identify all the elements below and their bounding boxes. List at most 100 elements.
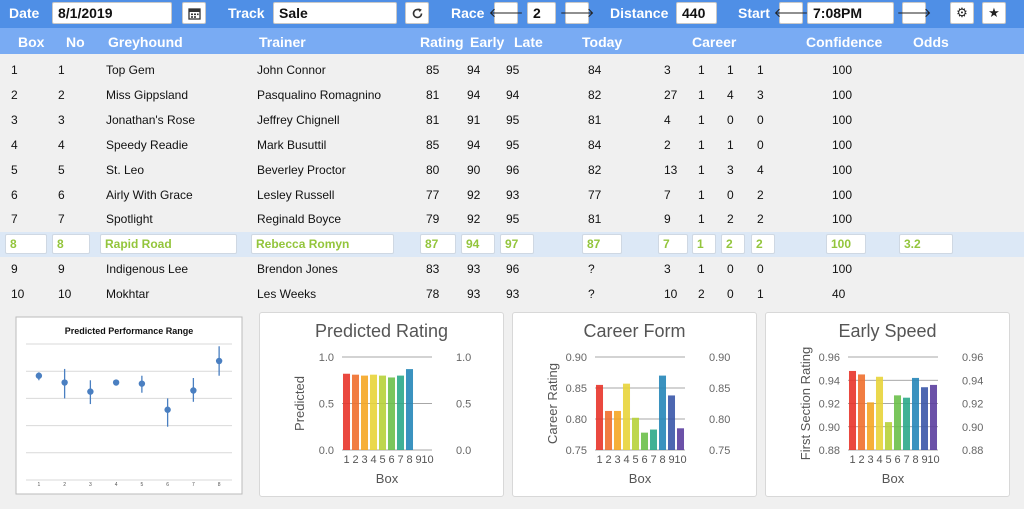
career-thirds-cell: 0	[757, 137, 764, 152]
rating-cell[interactable]: 87	[420, 234, 456, 255]
track-label: Track	[228, 5, 265, 21]
rating-cell: 83	[426, 262, 440, 277]
greyhound-cell: Mokhtar	[106, 287, 150, 302]
table-row[interactable]: 2 2 Miss Gippsland Pasqualino Romagnino 81 94…	[0, 83, 1024, 108]
early-speed-chart: 0.88 0.88 0.90 0.90 0.92 0.92 0.94 0.94 0.96 0.96…	[798, 347, 983, 486]
career-seconds-cell: 4	[727, 87, 734, 102]
today-cell[interactable]: 87	[582, 234, 622, 255]
career-wins-cell: 1	[698, 63, 705, 77]
career-starts-cell[interactable]: 7	[658, 234, 688, 255]
header-confidence[interactable]: Confidence	[806, 34, 883, 50]
header-trainer[interactable]: Trainer	[259, 34, 306, 50]
late-cell: 95	[506, 63, 520, 77]
x-tick-label: 2	[352, 454, 358, 466]
data-point	[215, 357, 223, 365]
y-axis-label: Predicted	[292, 376, 307, 431]
settings-button[interactable]: ⚙	[950, 2, 974, 24]
x-tick-label: 1	[596, 454, 602, 466]
box-cell: 7	[11, 212, 18, 227]
data-point	[112, 379, 120, 386]
rating-cell: 79	[426, 212, 440, 227]
career-thirds-cell: 2	[757, 187, 764, 202]
late-cell[interactable]: 97	[500, 234, 534, 255]
today-cell: 77	[588, 187, 602, 202]
header-rating[interactable]: Rating	[420, 34, 464, 50]
no-cell: 7	[58, 212, 65, 227]
early-cell[interactable]: 94	[461, 234, 495, 255]
box-cell[interactable]: 8	[5, 234, 47, 255]
x-tick-label: 5	[632, 454, 638, 466]
date-input[interactable]: 8/1/2019	[52, 2, 172, 24]
favorite-button[interactable]: ★	[982, 2, 1006, 24]
x-tick-label: 9	[415, 454, 421, 466]
race-prev-button[interactable]: 🡐	[489, 2, 523, 24]
x-tick-label: 1	[343, 454, 349, 466]
y-tick-label: 0.96	[819, 352, 840, 364]
header-late[interactable]: Late	[514, 34, 543, 50]
career-seconds-cell: 0	[727, 187, 734, 202]
header-greyhound[interactable]: Greyhound	[108, 34, 183, 50]
header-box[interactable]: Box	[18, 34, 45, 50]
bar	[405, 369, 414, 450]
early-cell: 94	[467, 87, 481, 102]
chart-title: Career Form	[583, 321, 686, 341]
table-row[interactable]: 6 6 Airly With Grace Lesley Russell 77 92 93 77…	[0, 183, 1024, 208]
bar	[595, 384, 604, 450]
confidence-cell: 40	[832, 287, 846, 302]
y-axis-label: Career Rating	[545, 363, 560, 444]
calendar-button[interactable]	[182, 2, 206, 24]
career-wins-cell: 1	[698, 187, 705, 202]
y2-tick-label: 0.80	[709, 414, 730, 426]
table-row[interactable]: 7 7 Spotlight Reginald Boyce 79 92 95 81 9 1 2 2 100	[0, 207, 1024, 232]
start-prev-button[interactable]: 🡐	[774, 2, 808, 24]
bar	[631, 417, 640, 450]
career-wins-cell[interactable]: 1	[692, 234, 716, 255]
race-next-button[interactable]: 🡒	[560, 2, 594, 24]
table-row[interactable]: 10 10 Mokhtar Les Weeks 78 93 93? 10 2 0 1 40	[0, 282, 1024, 307]
career-starts-cell: 3	[664, 63, 671, 77]
header-early[interactable]: Early	[470, 34, 505, 50]
header-career[interactable]: Career	[692, 34, 737, 50]
bar	[640, 432, 649, 450]
race-input[interactable]: 2	[527, 2, 556, 24]
header-no[interactable]: No	[66, 34, 85, 50]
greyhound-cell: Top Gem	[106, 63, 155, 77]
header-today[interactable]: Today	[582, 34, 623, 50]
data-point	[87, 388, 94, 395]
track-input[interactable]: Sale	[273, 2, 397, 24]
table-row[interactable]: 8 8 Rapid Road Rebecca Romyn 87 94 97 87 7 1 2 2 100…	[0, 232, 1024, 258]
bar	[667, 395, 676, 450]
today-cell: ?	[588, 287, 595, 302]
confidence-cell[interactable]: 100	[826, 234, 866, 255]
table-row[interactable]: 3 3 Jonathan's Rose Jeffrey Chignell 81 91 95 8…	[0, 108, 1024, 133]
no-cell: 10	[58, 287, 72, 302]
table-row[interactable]: 9 9 Indigenous Lee Brendon Jones 83 93 96? 3 1 0 0…	[0, 257, 1024, 282]
rating-cell: 78	[426, 287, 440, 302]
career-starts-cell: 2	[664, 137, 671, 152]
table-row[interactable]: 4 4 Speedy Readie Mark Busuttil 85 94 95 84 2 1 1 0…	[0, 133, 1024, 158]
bar	[848, 370, 857, 450]
trainer-cell[interactable]: Rebecca Romyn	[251, 234, 394, 255]
bar	[875, 376, 884, 450]
box-cell: 2	[11, 87, 18, 102]
career-thirds-cell: 0	[757, 112, 764, 127]
box-cell: 6	[11, 187, 18, 202]
x-axis-label: Box	[882, 471, 905, 486]
table-row[interactable]: 1 1 Top Gem John Connor 85 94 95 84 3 1 1 1 100	[0, 58, 1024, 83]
chart-title: Predicted Rating	[314, 321, 449, 341]
career-wins-cell: 2	[698, 287, 705, 302]
table-row[interactable]: 5 5 St. Leo Beverley Proctor 80 90 96 82 13 1 3 4 10…	[0, 158, 1024, 183]
career-seconds-cell: 1	[727, 63, 734, 77]
refresh-button[interactable]	[405, 2, 429, 24]
start-next-button[interactable]: 🡒	[897, 2, 931, 24]
early-speed-panel: Early Speed 0.88 0.88 0.90 0.90 0.92 0.92 0.94…	[765, 312, 1010, 497]
greyhound-cell[interactable]: Rapid Road	[100, 234, 237, 255]
career-seconds-cell[interactable]: 2	[721, 234, 745, 255]
odds-cell[interactable]: 3.2	[899, 234, 953, 255]
distance-input[interactable]: 440	[676, 2, 717, 24]
career-thirds-cell[interactable]: 2	[751, 234, 775, 255]
header-odds[interactable]: Odds	[913, 34, 949, 50]
start-time-input[interactable]: 7:08PM	[807, 2, 894, 24]
no-cell[interactable]: 8	[52, 234, 90, 255]
data-point	[35, 372, 43, 379]
